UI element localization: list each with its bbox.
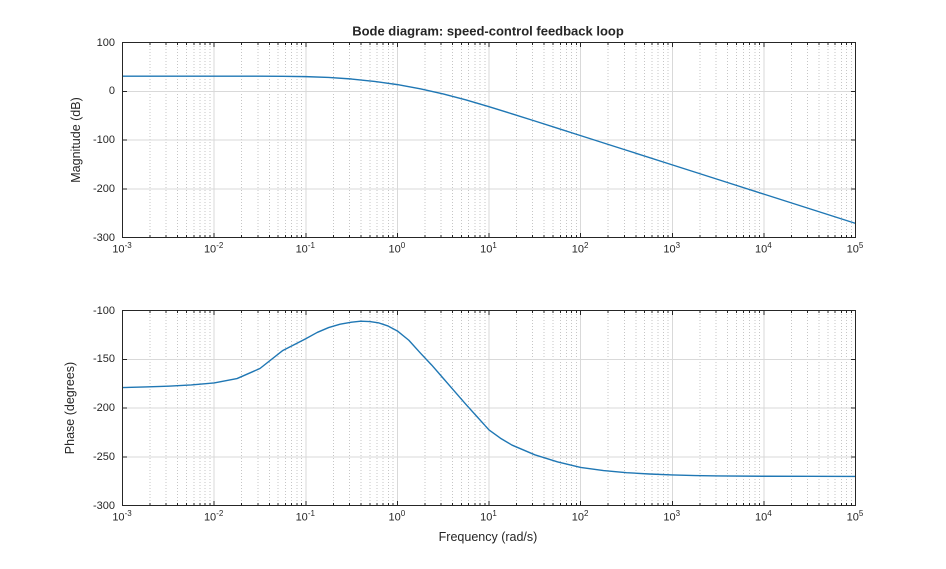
x-tick-label: 10-1 [295, 509, 315, 524]
x-tick-label: 104 [755, 509, 772, 524]
y-tick-label: -200 [92, 402, 115, 414]
magnitude-plot-svg [122, 42, 856, 238]
x-tick-label: 104 [755, 241, 772, 256]
y-tick-label: -200 [92, 182, 115, 195]
frequency-xlabel: Frequency (rad/s) [438, 530, 538, 544]
x-tick-label: 10-3 [112, 241, 132, 256]
x-tick-label: 101 [480, 241, 497, 256]
x-tick-label: 10-3 [112, 509, 132, 524]
y-tick-label: -150 [92, 353, 115, 366]
x-tick-label: 10-2 [203, 509, 224, 524]
x-tick-label: 102 [571, 241, 589, 256]
y-tick-label: 100 [96, 36, 115, 49]
x-tick-label: 100 [388, 241, 406, 256]
y-tick-label: -100 [92, 134, 115, 146]
y-tick-label: -100 [92, 304, 115, 317]
phase-plot-svg [122, 310, 856, 506]
y-tick-label: -300 [92, 499, 115, 512]
x-tick-label: 102 [571, 509, 589, 524]
phase-curve [122, 320, 856, 478]
x-tick-label: 100 [388, 509, 406, 524]
x-tick-label: 101 [480, 509, 497, 524]
y-tick-label: -250 [92, 450, 115, 463]
figure-title: Bode diagram: speed-control feedback loo… [352, 23, 624, 39]
magnitude-curve [122, 75, 856, 225]
x-tick-label: 103 [663, 509, 681, 524]
x-tick-label: 10-1 [295, 241, 315, 256]
x-tick-label: 105 [846, 241, 864, 256]
y-tick-label: 0 [108, 85, 115, 98]
y-tick-label: -300 [92, 231, 115, 244]
x-tick-label: 10-2 [203, 241, 224, 256]
x-tick-label: 105 [846, 509, 864, 524]
x-tick-label: 103 [663, 241, 681, 256]
